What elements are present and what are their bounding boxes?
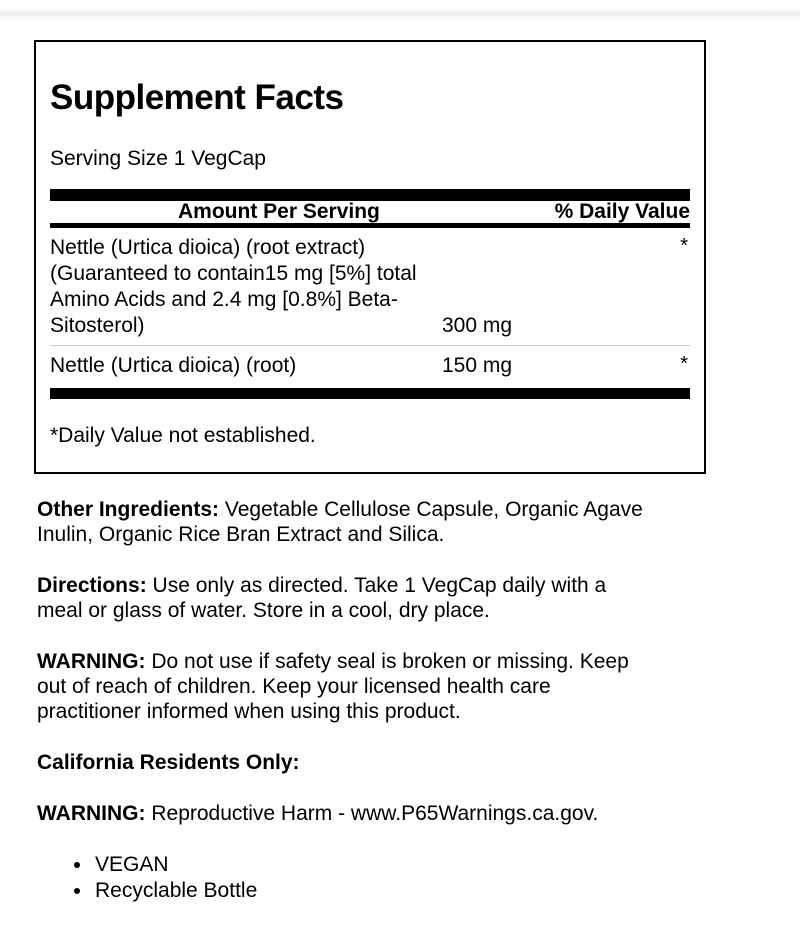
row-divider <box>50 345 690 346</box>
panel-title: Supplement Facts <box>50 78 344 117</box>
header-thin-rule <box>50 223 690 228</box>
prop65-warning-text: Reproductive Harm - www.P65Warnings.ca.g… <box>151 802 599 825</box>
ingredient-row-nettle-root-extract: Nettle (Urtica dioica) (root extract) (G… <box>50 228 690 345</box>
supplement-facts-panel: Supplement Facts Serving Size 1 VegCap A… <box>34 40 706 474</box>
other-ingredients-label: Other Ingredients: <box>37 498 220 521</box>
prop65-warning-paragraph: WARNING: Reproductive Harm - www.P65Warn… <box>37 801 727 826</box>
california-residents-label: California Residents Only: <box>37 751 300 774</box>
warning-paragraph: WARNING: Do not use if safety seal is br… <box>37 649 727 724</box>
label-body-copy: Other Ingredients: Vegetable Cellulose C… <box>37 497 727 904</box>
other-ingredients-text: Vegetable Cellulose Capsule, Organic Aga… <box>37 498 643 546</box>
amount-per-serving-header: Amount Per Serving <box>178 200 380 223</box>
feature-recyclable-bottle: Recyclable Bottle <box>93 878 727 904</box>
product-features-list: VEGAN Recyclable Bottle <box>37 852 727 904</box>
feature-vegan: VEGAN <box>93 852 727 878</box>
daily-value-header: % Daily Value <box>554 200 690 223</box>
california-residents-heading: California Residents Only: <box>37 750 727 775</box>
serving-size-text: Serving Size 1 VegCap <box>50 147 266 170</box>
warning-text: Do not use if safety seal is broken or m… <box>37 650 629 723</box>
other-ingredients-paragraph: Other Ingredients: Vegetable Cellulose C… <box>37 497 727 547</box>
ingredient-amount: 300 mg <box>442 314 513 337</box>
top-thick-rule <box>50 189 690 201</box>
directions-text: Use only as directed. Take 1 VegCap dail… <box>37 574 607 622</box>
warning-label: WARNING: <box>37 650 146 673</box>
directions-paragraph: Directions: Use only as directed. Take 1… <box>37 573 727 623</box>
ingredient-row-nettle-root: Nettle (Urtica dioica) (root) 150 mg * <box>50 346 690 388</box>
daily-value-asterisk: * <box>680 235 688 257</box>
daily-value-footnote: *Daily Value not established. <box>50 424 316 447</box>
column-header-row: Amount Per Serving % Daily Value <box>50 201 690 223</box>
ingredient-name: Nettle (Urtica dioica) (root extract) (G… <box>50 236 417 337</box>
daily-value-asterisk: * <box>680 353 688 375</box>
ingredient-amount: 150 mg <box>442 354 513 377</box>
prop65-warning-label: WARNING: <box>37 802 146 825</box>
directions-label: Directions: <box>37 574 147 597</box>
bottom-thick-rule <box>50 388 690 399</box>
page-edge-band <box>0 0 800 22</box>
ingredient-name: Nettle (Urtica dioica) (root) <box>50 354 297 377</box>
